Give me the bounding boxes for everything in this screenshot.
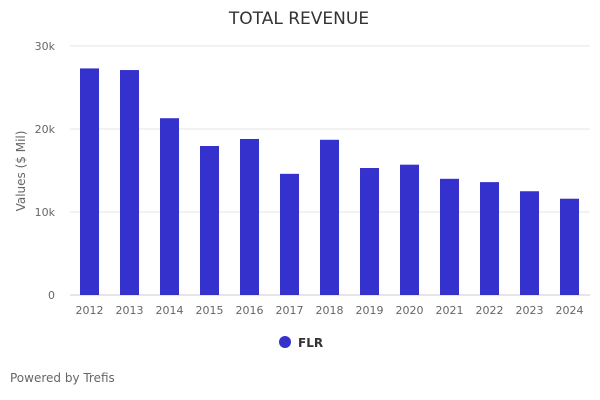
x-tick-label: 2019: [356, 304, 384, 317]
bar-2012: [80, 68, 99, 295]
bar-2015: [200, 146, 219, 295]
bar-2018: [320, 139, 339, 295]
bar-2017: [280, 173, 299, 295]
x-tick-label: 2023: [516, 304, 544, 317]
x-tick-label: 2018: [316, 304, 344, 317]
x-tick-label: 2013: [116, 304, 144, 317]
y-axis-label: Values ($ Mil): [14, 131, 28, 212]
x-tick-label: 2024: [556, 304, 584, 317]
legend-label-flr[interactable]: FLR: [298, 336, 323, 350]
y-tick-label: 30k: [35, 40, 56, 53]
bar-2014: [160, 118, 179, 296]
legend[interactable]: FLR: [279, 336, 323, 350]
bar-2023: [520, 191, 539, 295]
bar-2016: [240, 138, 259, 295]
y-tick-label: 10k: [35, 206, 56, 219]
y-tick-label: 0: [48, 289, 55, 302]
bar-2024: [560, 198, 579, 295]
bar-2013: [120, 70, 139, 295]
x-tick-label: 2021: [436, 304, 464, 317]
x-tick-label: 2016: [236, 304, 264, 317]
bar-2021: [440, 178, 459, 295]
x-tick-label: 2022: [476, 304, 504, 317]
x-tick-label: 2012: [76, 304, 104, 317]
chart-title: TOTAL REVENUE: [228, 9, 369, 29]
legend-marker-flr: [279, 336, 291, 348]
x-tick-label: 2020: [396, 304, 424, 317]
x-tick-label: 2015: [196, 304, 224, 317]
bar-2019: [360, 168, 379, 295]
powered-by-credit: Powered by Trefis: [10, 371, 115, 385]
x-tick-label: 2014: [156, 304, 184, 317]
bar-2020: [400, 164, 419, 295]
bar-2022: [480, 182, 499, 295]
y-tick-label: 20k: [35, 123, 56, 136]
x-tick-label: 2017: [276, 304, 304, 317]
